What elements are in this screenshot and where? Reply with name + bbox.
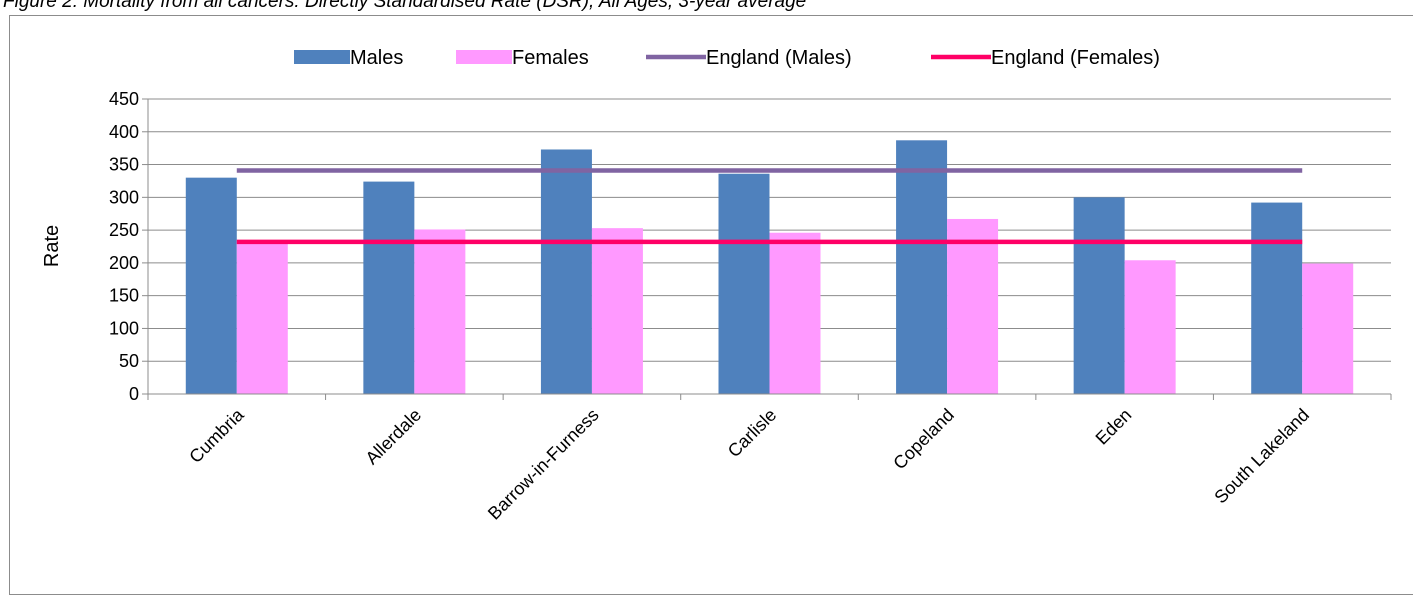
bar-males: [363, 181, 415, 394]
bar-females: [591, 228, 643, 394]
bar-females: [769, 232, 821, 394]
x-category-label: Carlisle: [724, 405, 781, 462]
y-tick-label: 250: [109, 220, 139, 240]
bar-females: [1124, 260, 1176, 394]
legend-label-females: Females: [512, 47, 589, 69]
chart: 0 50 100 150 200 250 300 350 400 450 Cumbria Allerd…: [41, 47, 1392, 524]
legend-swatch-males: [294, 50, 350, 64]
y-tick-label: 350: [109, 155, 139, 175]
bar-males: [185, 177, 237, 394]
bar-males: [540, 149, 592, 394]
legend-label-england-females-: England (Females): [991, 47, 1160, 69]
bar-males: [1251, 202, 1303, 394]
bar-males: [718, 173, 770, 394]
y-tick-label: 0: [129, 384, 139, 404]
y-axis-label: Rate: [41, 225, 63, 267]
bar-females: [414, 229, 466, 394]
legend-swatch-females: [456, 50, 512, 64]
legend-label-england-males-: England (Males): [706, 47, 852, 69]
y-tick-label: 400: [109, 122, 139, 142]
y-tick-label: 450: [109, 89, 139, 109]
bar-females: [1302, 263, 1354, 394]
figure-caption: Figure 2: Mortality from all cancers: Di…: [3, 0, 807, 12]
x-category-label: Cumbria: [185, 404, 248, 467]
x-category-label: Copeland: [889, 405, 958, 474]
x-category-label: South Lakeland: [1210, 405, 1313, 508]
x-category-label: Allerdale: [362, 405, 426, 469]
x-category-label: Eden: [1092, 405, 1136, 449]
bar-females: [236, 240, 288, 394]
x-category-label: Barrow-in-Furness: [484, 405, 603, 524]
bar-males: [1073, 197, 1125, 394]
y-tick-label: 100: [109, 318, 139, 338]
bar-females: [947, 218, 999, 394]
y-tick-label: 150: [109, 286, 139, 306]
y-tick-label: 300: [109, 187, 139, 207]
y-tick-label: 50: [119, 351, 139, 371]
y-tick-label: 200: [109, 253, 139, 273]
reference-lines: [236, 168, 1303, 245]
legend: Males Females England (Males) England (Fema…: [294, 47, 1160, 69]
bar-males: [896, 140, 948, 394]
bars: [185, 140, 1354, 394]
legend-label-males: Males: [350, 47, 403, 69]
